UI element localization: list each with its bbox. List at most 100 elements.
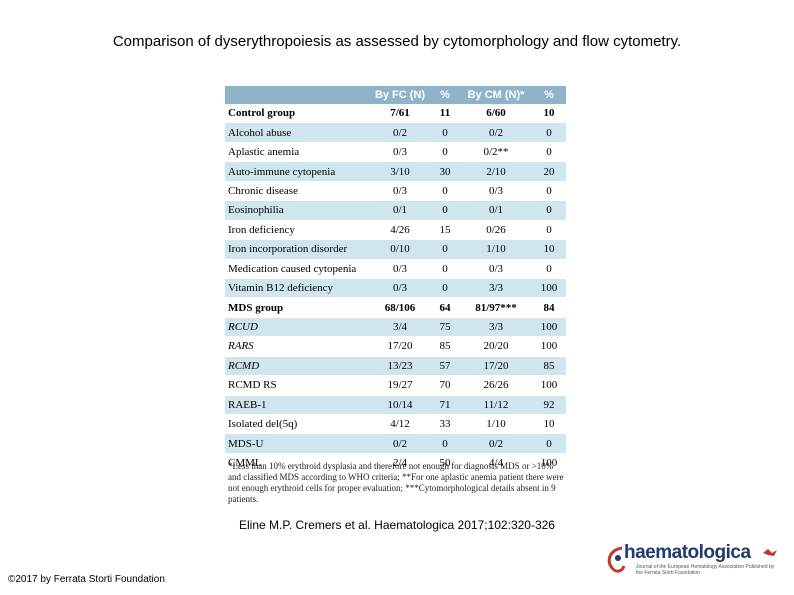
value-cell: 85 (430, 336, 460, 357)
table-row: RCMD 13/23 57 17/20 85 (225, 356, 566, 377)
value-cell: 20/20 (460, 336, 532, 357)
value-cell: 0/3 (370, 142, 430, 163)
row-label-cell: RCMD RS (225, 375, 370, 396)
journal-logo: haematologica Journal of the European He… (602, 542, 782, 582)
value-cell: 15 (430, 220, 460, 241)
value-cell: 100 (532, 453, 566, 474)
value-cell: 0 (430, 181, 460, 202)
value-cell: 0/2** (460, 142, 532, 163)
value-cell: 84 (532, 297, 566, 318)
value-cell: 85 (532, 356, 566, 377)
table-row: RCMD RS 19/27 70 26/26 100 (225, 375, 566, 396)
logo-emblem-icon (763, 549, 777, 556)
value-cell: 64 (430, 297, 460, 318)
value-cell: 0 (532, 433, 566, 454)
table-row: Aplastic anemia 0/3 0 0/2** 0 (225, 142, 566, 163)
table-row: Medication caused cytopenia 0/3 0 0/3 0 (225, 259, 566, 279)
value-cell: 1/10 (460, 239, 532, 260)
table-row: Alcohol abuse 0/2 0 0/2 0 (225, 122, 566, 143)
value-cell: 11/12 (460, 395, 532, 416)
value-cell: 0/3 (370, 181, 430, 202)
row-label-cell: MDS group (225, 297, 370, 318)
table-row: MDS-U 0/2 0 0/2 0 (225, 433, 566, 454)
citation: Eline M.P. Cremers et al. Haematologica … (239, 518, 555, 532)
value-cell: 0 (532, 142, 566, 163)
value-cell: 10 (532, 414, 566, 435)
value-cell: 6/60 (460, 104, 532, 124)
value-cell: 0/3 (460, 181, 532, 202)
logo-wordmark: haematologica (624, 542, 751, 563)
value-cell: 0 (532, 220, 566, 241)
copyright: ©2017 by Ferrata Storti Foundation (8, 574, 165, 585)
value-cell: 81/97*** (460, 297, 532, 318)
row-label-cell: Control group (225, 104, 370, 124)
value-cell: 0/2 (460, 122, 532, 143)
value-cell: 4/12 (370, 414, 430, 435)
value-cell: 3/3 (460, 317, 532, 338)
value-cell: 3/10 (370, 161, 430, 182)
value-cell: 7/61 (370, 104, 430, 124)
header-cell: By FC (N) (370, 86, 430, 104)
value-cell: 4/4 (460, 453, 532, 474)
table-header-row: By FC (N) % By CM (N)* % (225, 86, 566, 104)
value-cell: 0/3 (370, 278, 430, 299)
table-row: RARS 17/20 85 20/20 100 (225, 336, 566, 357)
row-label-cell: Alcohol abuse (225, 122, 370, 143)
value-cell: 1/10 (460, 414, 532, 435)
row-label-cell: Eosinophilia (225, 200, 370, 221)
row-label-cell: Medication caused cytopenia (225, 259, 370, 279)
table-row: Iron deficiency 4/26 15 0/26 0 (225, 220, 566, 241)
row-label-cell: Isolated del(5q) (225, 414, 370, 435)
table-row: CMML 2/4 50 4/4 100 (225, 453, 566, 474)
value-cell: 100 (532, 336, 566, 357)
table-row: Isolated del(5q) 4/12 33 1/10 10 (225, 414, 566, 435)
value-cell: 17/20 (460, 356, 532, 377)
value-cell: 20 (532, 161, 566, 182)
value-cell: 0/2 (460, 433, 532, 454)
value-cell: 50 (430, 453, 460, 474)
logo-swirl-icon (607, 546, 626, 573)
value-cell: 0/10 (370, 239, 430, 260)
value-cell: 2/10 (460, 161, 532, 182)
value-cell: 4/26 (370, 220, 430, 241)
row-label-cell: Auto-immune cytopenia (225, 161, 370, 182)
value-cell: 57 (430, 356, 460, 377)
value-cell: 0/3 (370, 259, 430, 279)
value-cell: 3/4 (370, 317, 430, 338)
value-cell: 10 (532, 239, 566, 260)
value-cell: 68/106 (370, 297, 430, 318)
row-label-cell: Iron incorporation disorder (225, 239, 370, 260)
value-cell: 17/20 (370, 336, 430, 357)
row-label-cell: Chronic disease (225, 181, 370, 202)
value-cell: 0 (532, 259, 566, 279)
value-cell: 19/27 (370, 375, 430, 396)
row-label-cell: RARS (225, 336, 370, 357)
row-label-cell: CMML (225, 453, 370, 474)
row-label-cell: MDS-U (225, 433, 370, 454)
value-cell: 10/14 (370, 395, 430, 416)
value-cell: 0 (430, 433, 460, 454)
value-cell: 100 (532, 278, 566, 299)
table-body: Control group 7/61 11 6/60 10 Alcohol abuse 0/… (225, 104, 566, 474)
table-row: Vitamin B12 deficiency 0/3 0 3/3 100 (225, 278, 566, 299)
value-cell: 0 (430, 142, 460, 163)
value-cell: 33 (430, 414, 460, 435)
dyserythropoiesis-table: By FC (N) % By CM (N)* % Control group 7/… (225, 86, 566, 474)
table-row: RCUD 3/4 75 3/3 100 (225, 317, 566, 338)
value-cell: 0 (430, 239, 460, 260)
row-label-cell: RCUD (225, 317, 370, 338)
table-row: RAEB-1 10/14 71 11/12 92 (225, 395, 566, 416)
value-cell: 100 (532, 375, 566, 396)
value-cell: 0 (430, 200, 460, 221)
value-cell: 13/23 (370, 356, 430, 377)
value-cell: 0 (532, 122, 566, 143)
value-cell: 26/26 (460, 375, 532, 396)
header-cell (225, 86, 370, 104)
value-cell: 0/2 (370, 122, 430, 143)
data-table-container: By FC (N) % By CM (N)* % Control group 7/… (225, 86, 566, 474)
page-title: Comparison of dyserythropoiesis as asses… (112, 33, 682, 50)
value-cell: 0 (532, 200, 566, 221)
value-cell: 10 (532, 104, 566, 124)
table-footnote: *Less than 10% erythroid dysplasia and t… (228, 461, 564, 504)
value-cell: 0 (430, 278, 460, 299)
